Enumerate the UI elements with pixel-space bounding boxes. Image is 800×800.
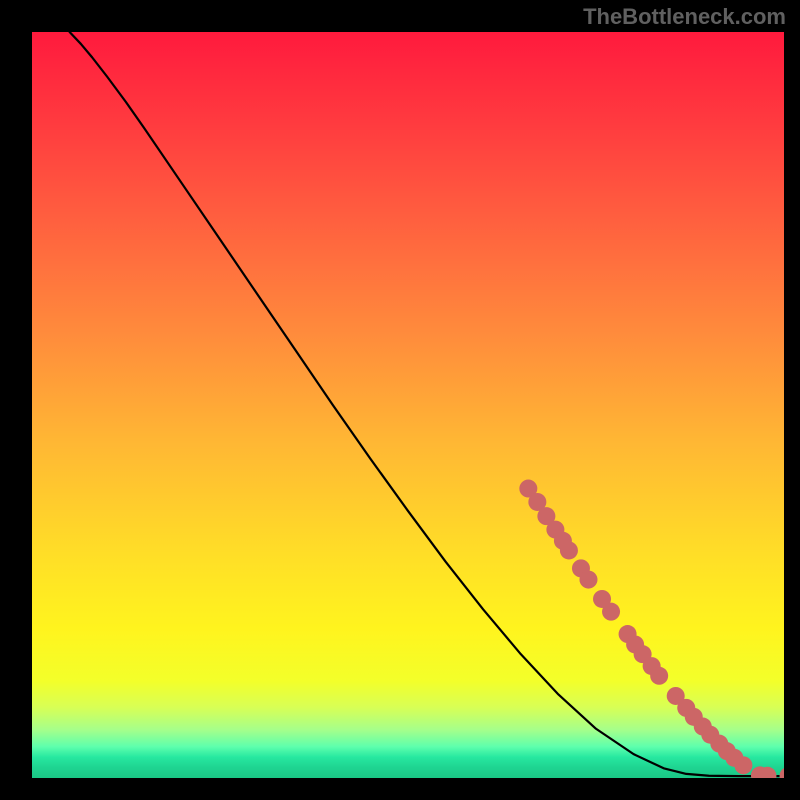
watermark-text: TheBottleneck.com	[583, 4, 786, 30]
chart-stage: TheBottleneck.com	[0, 0, 800, 800]
gradient-fill	[32, 32, 784, 778]
plot-background	[32, 32, 784, 778]
